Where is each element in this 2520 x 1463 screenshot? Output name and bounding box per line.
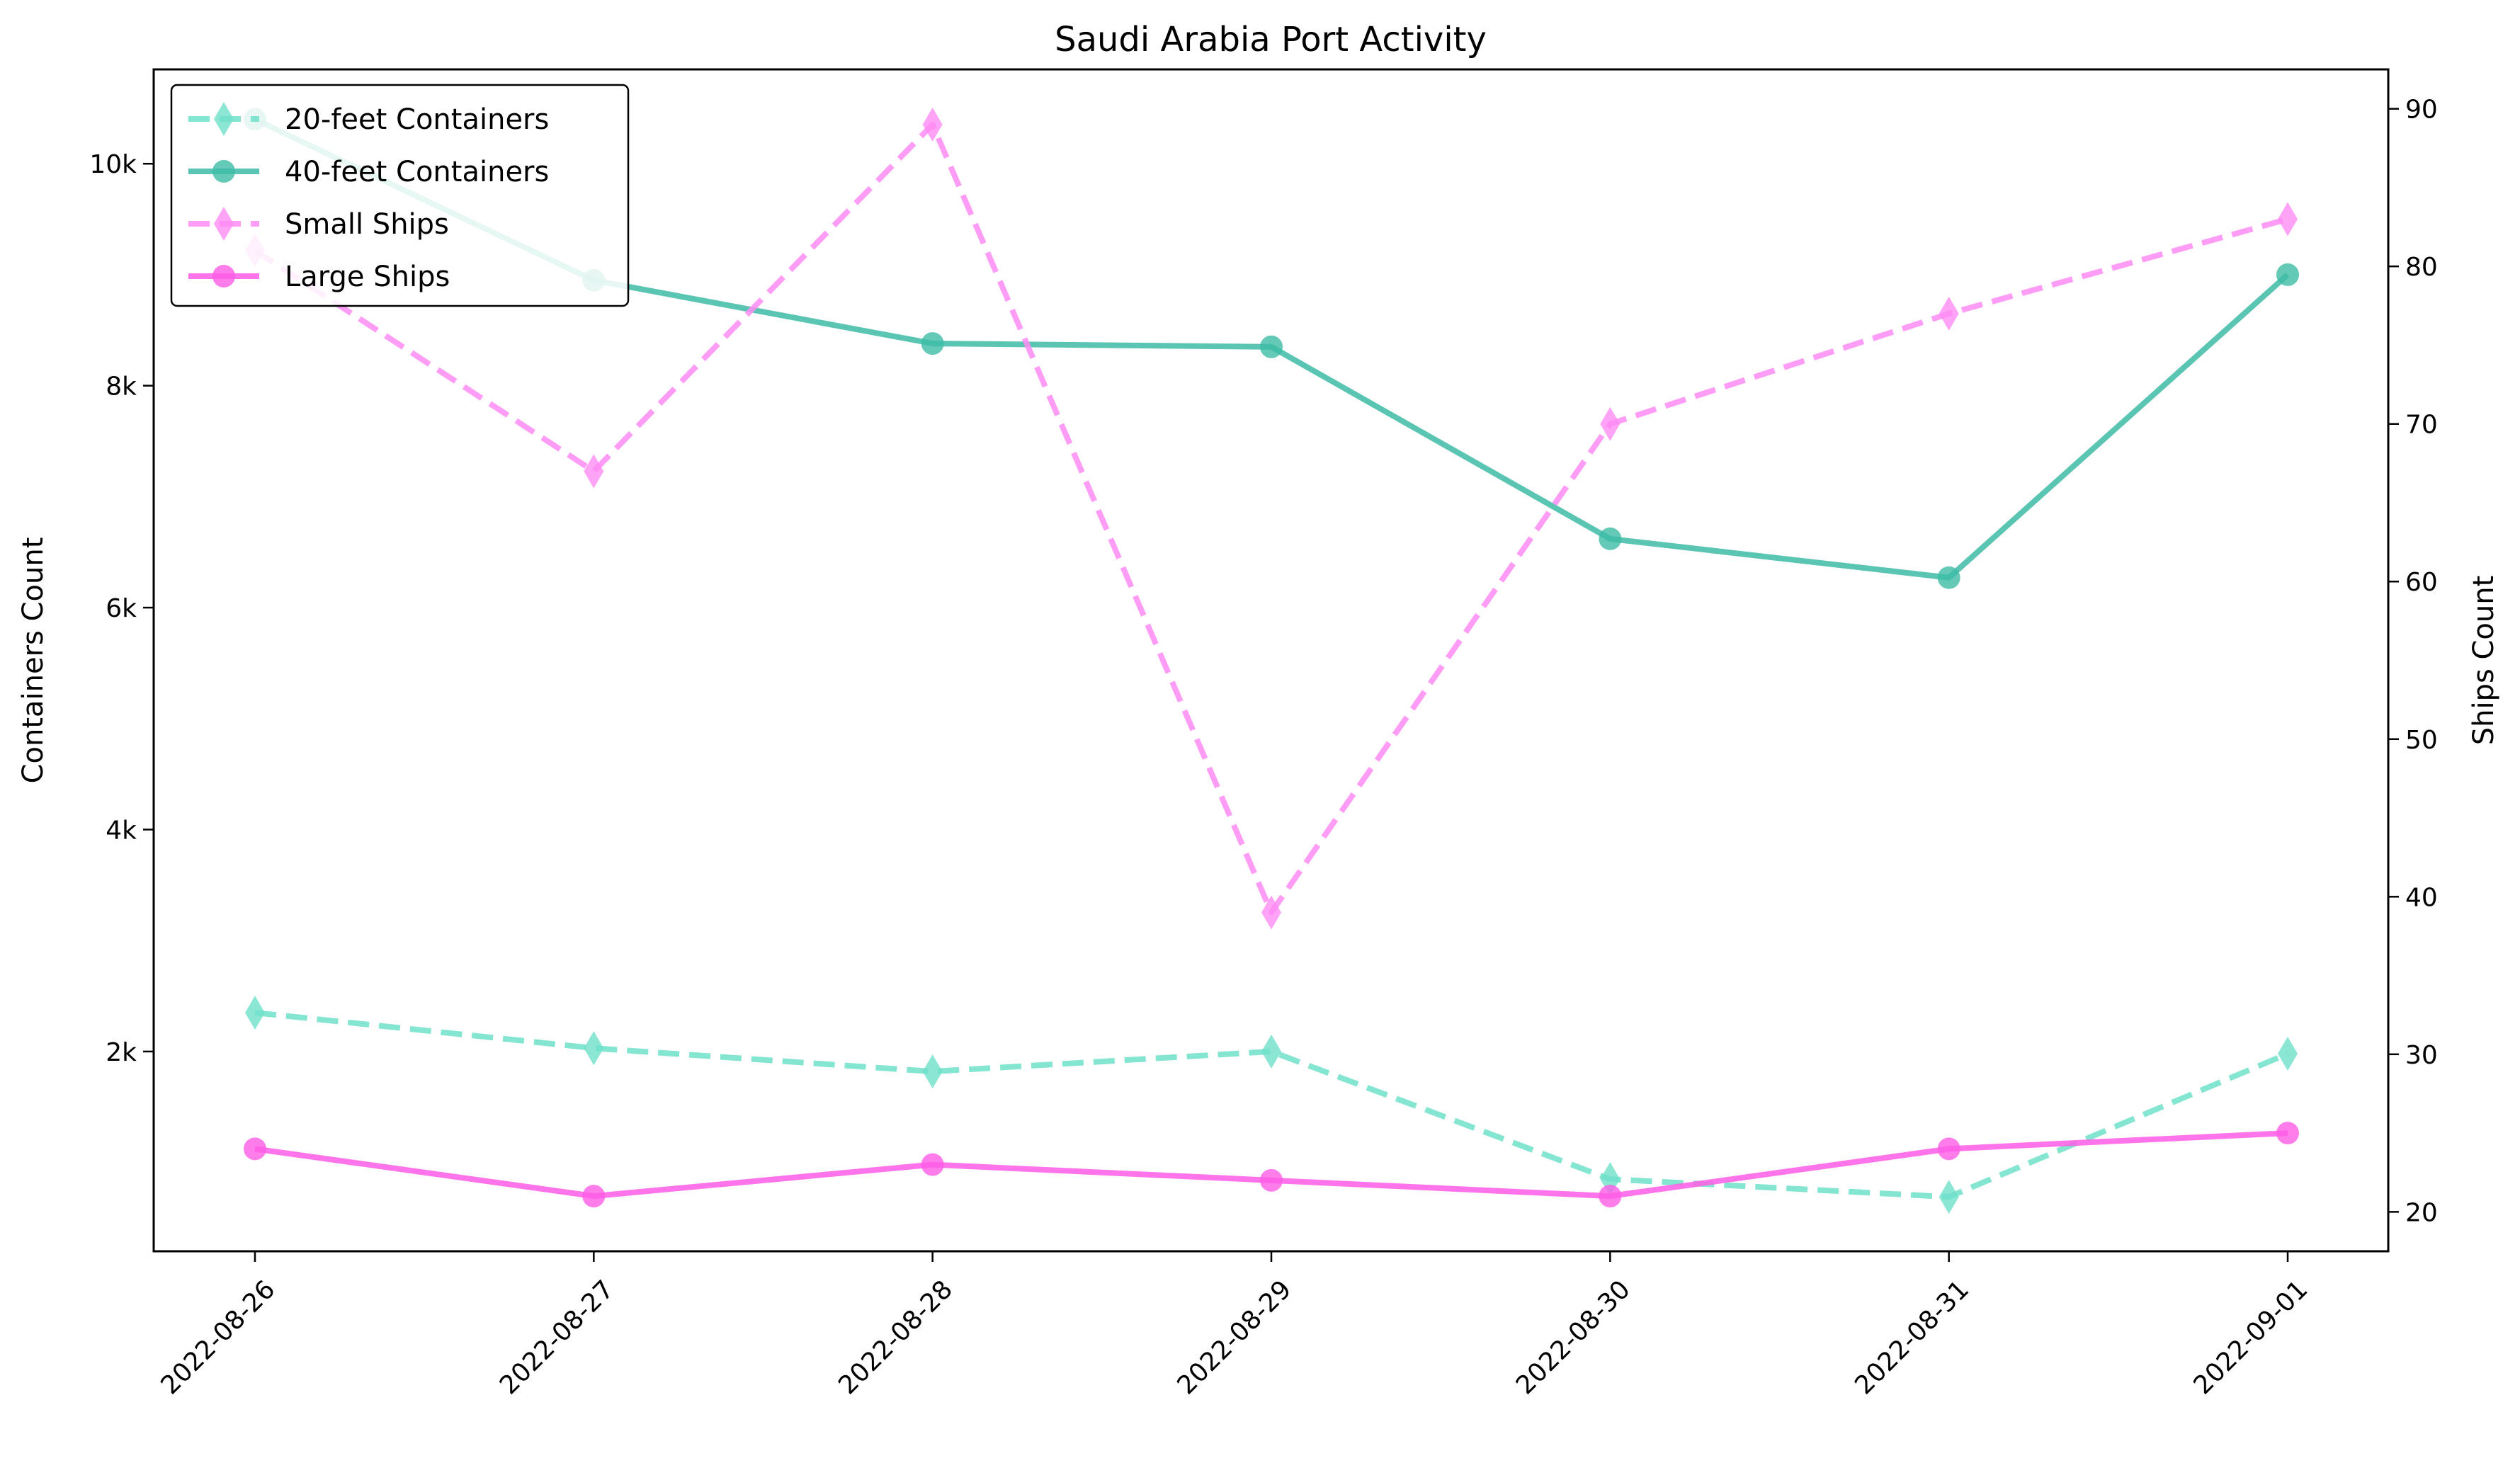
- data-point-large-ships: [1599, 1185, 1622, 1208]
- y-left-tick-label: 6k: [106, 594, 137, 623]
- legend-marker-large-ships: [212, 265, 235, 288]
- legend-box: [170, 84, 630, 307]
- data-point-40-feet-containers: [1599, 527, 1622, 550]
- y-right-tick-label: 30: [2405, 1041, 2438, 1070]
- data-point-40-feet-containers: [2276, 263, 2299, 286]
- y-right-tick-label: 70: [2405, 411, 2438, 440]
- data-point-20-feet-containers: [245, 996, 265, 1030]
- chart-title: Saudi Arabia Port Activity: [1055, 20, 1487, 59]
- data-point-small-ships: [1261, 895, 1281, 930]
- data-point-20-feet-containers: [922, 1054, 943, 1089]
- data-point-20-feet-containers: [2278, 1037, 2298, 1071]
- data-point-large-ships: [921, 1153, 944, 1176]
- data-point-20-feet-containers: [584, 1031, 604, 1066]
- data-point-large-ships: [1260, 1168, 1283, 1192]
- data-point-small-ships: [2278, 202, 2298, 237]
- legend-label-large-ships: Large Ships: [285, 261, 450, 293]
- data-point-40-feet-containers: [1260, 335, 1283, 358]
- data-point-large-ships: [582, 1185, 606, 1208]
- y-left-tick-label: 2k: [106, 1038, 137, 1067]
- y-left-tick-label: 8k: [106, 372, 137, 402]
- data-point-small-ships: [1939, 296, 1959, 331]
- legend-label-20-feet-containers: 20-feet Containers: [285, 103, 549, 136]
- data-point-20-feet-containers: [1261, 1034, 1281, 1069]
- y-right-tick-label: 40: [2405, 883, 2438, 912]
- y-axis-right-label: Ships Count: [2468, 576, 2500, 746]
- legend-marker-40-feet-containers: [212, 160, 235, 183]
- data-point-large-ships: [1937, 1137, 1960, 1161]
- data-point-large-ships: [2276, 1122, 2299, 1145]
- legend-marker-20-feet-containers: [214, 102, 234, 136]
- legend-label-40-feet-containers: 40-feet Containers: [285, 156, 549, 188]
- y-left-tick-label: 4k: [106, 816, 137, 845]
- y-axis-left-label: Containers Count: [17, 537, 50, 784]
- y-right-tick-label: 80: [2405, 253, 2438, 282]
- data-point-large-ships: [244, 1137, 266, 1161]
- y-right-tick-label: 50: [2405, 726, 2438, 755]
- data-point-40-feet-containers: [921, 332, 944, 355]
- data-point-20-feet-containers: [1939, 1180, 1959, 1214]
- legend-label-small-ships: Small Ships: [285, 208, 449, 241]
- data-point-40-feet-containers: [1937, 566, 1960, 589]
- data-point-small-ships: [1600, 406, 1621, 441]
- y-right-tick-label: 60: [2405, 568, 2438, 597]
- y-right-tick-label: 20: [2405, 1198, 2438, 1227]
- data-point-small-ships: [584, 454, 604, 489]
- y-left-tick-label: 10k: [89, 150, 137, 179]
- data-point-small-ships: [922, 107, 943, 142]
- legend-marker-small-ships: [214, 207, 234, 241]
- legend: 20-feet Containers 40-feet Containers Smal…: [170, 84, 630, 307]
- y-right-tick-label: 90: [2405, 96, 2438, 125]
